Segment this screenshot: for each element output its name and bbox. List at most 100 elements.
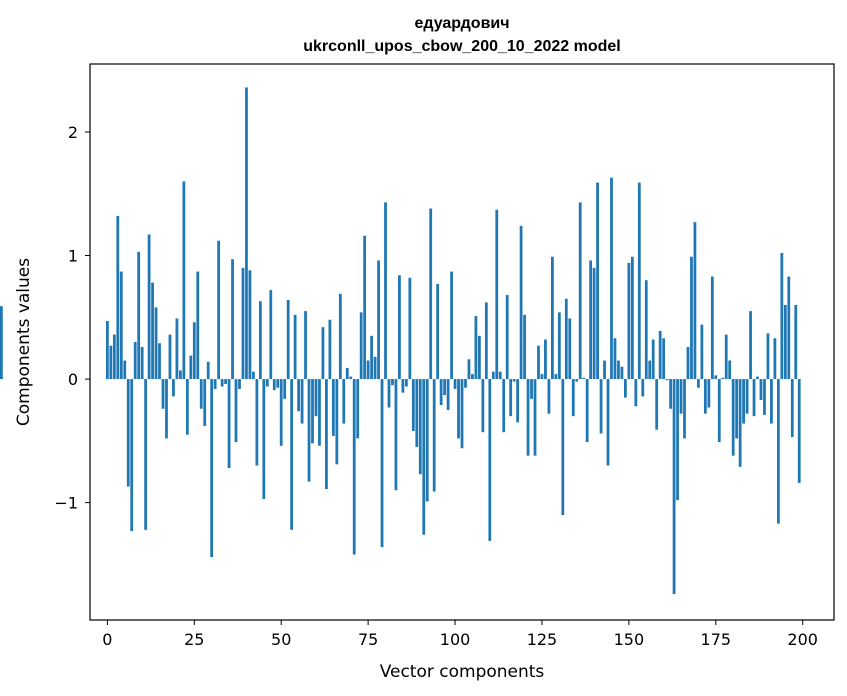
bar (422, 379, 426, 535)
bar (436, 283, 440, 380)
bar (432, 379, 436, 492)
bar (182, 181, 186, 380)
bar (790, 379, 794, 438)
x-tick-label: 200 (787, 630, 818, 649)
bar (272, 379, 276, 391)
bar (797, 379, 801, 483)
bar (311, 379, 314, 444)
bar (644, 280, 648, 380)
bar (227, 379, 231, 469)
y-ticks: −1 0 1 2 (54, 123, 90, 513)
bar (231, 259, 234, 380)
chart-subtitle: ukrconll_upos_cbow_200_10_2022 model (303, 38, 620, 55)
bar (349, 376, 353, 380)
bar (119, 271, 123, 380)
bar (578, 202, 582, 380)
bar (126, 379, 130, 487)
bar (648, 360, 652, 380)
bar (564, 298, 568, 380)
bar (679, 379, 683, 414)
bar (690, 256, 693, 380)
bar (144, 379, 148, 530)
bar (387, 379, 391, 408)
bar (540, 374, 544, 380)
bar (738, 379, 742, 467)
bar (151, 282, 154, 380)
bar (179, 370, 182, 380)
bar (175, 318, 179, 380)
bar (780, 253, 784, 380)
bar (279, 379, 283, 446)
bar (693, 222, 697, 380)
bar (161, 379, 165, 409)
bar (749, 311, 752, 380)
bar (488, 379, 492, 541)
chart-title: едуардович (414, 15, 509, 32)
bar (394, 379, 398, 491)
bar (728, 360, 732, 380)
bar (300, 379, 304, 424)
bar (450, 271, 453, 380)
bar (773, 338, 777, 380)
bar (380, 379, 384, 548)
bar (669, 379, 672, 409)
bar (634, 379, 638, 407)
bar (505, 295, 509, 380)
bar (425, 379, 429, 502)
bar (533, 379, 537, 456)
bar (217, 240, 221, 380)
bar (140, 346, 144, 380)
bar (338, 293, 342, 380)
bar (683, 379, 686, 439)
bar (0, 306, 3, 380)
bar (641, 379, 645, 397)
bar (328, 319, 332, 380)
bar (568, 318, 572, 380)
bar (130, 379, 134, 532)
bar (286, 299, 290, 380)
bar (599, 379, 603, 434)
bars-group (0, 87, 801, 595)
bar (658, 330, 662, 380)
bar (592, 267, 596, 380)
bar (707, 379, 711, 408)
bar (168, 334, 172, 380)
bar (252, 371, 255, 380)
bar (721, 377, 725, 380)
bar (613, 338, 617, 380)
bar (245, 87, 248, 380)
bar (220, 379, 224, 387)
bar (457, 379, 460, 439)
bar (610, 177, 613, 380)
bar (686, 346, 690, 380)
bar (665, 379, 669, 381)
bar (627, 262, 631, 380)
bar (526, 379, 530, 456)
bar (498, 371, 502, 380)
bar (703, 379, 707, 414)
bar (429, 208, 433, 380)
bar (248, 270, 252, 380)
bar (373, 356, 377, 380)
bar (557, 312, 561, 380)
bar (147, 234, 151, 380)
bar (756, 376, 759, 380)
bar (206, 361, 210, 380)
bar (112, 334, 116, 380)
bar (460, 379, 464, 449)
bar (603, 360, 606, 380)
bar (637, 182, 641, 380)
bar (304, 311, 307, 380)
bar (213, 379, 217, 389)
y-tick-label: 2 (68, 123, 78, 142)
bar (269, 290, 273, 380)
bar (731, 379, 735, 456)
bar (439, 379, 443, 406)
bar (105, 321, 109, 380)
bar (203, 379, 207, 427)
bar (342, 379, 346, 424)
bar (735, 379, 739, 439)
bar (418, 379, 422, 475)
